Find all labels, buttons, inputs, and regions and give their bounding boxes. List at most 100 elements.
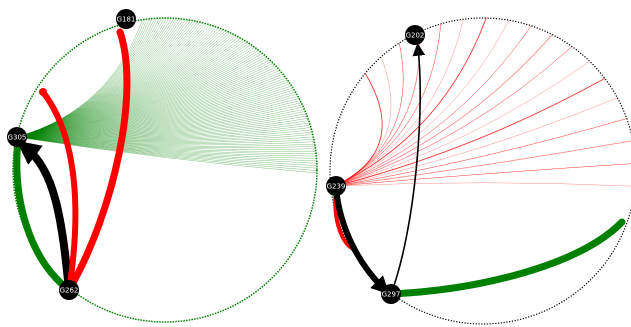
fan-edge — [16, 136, 316, 148]
fan-edge — [16, 73, 284, 138]
fan-edge — [16, 51, 261, 138]
fan-edge — [16, 91, 296, 138]
fan-edge — [16, 136, 317, 164]
fan-edge — [335, 17, 487, 187]
right-circle-graph: G202 G239 G297 — [326, 17, 631, 325]
fan-edge — [16, 75, 285, 138]
fan-edge — [16, 127, 311, 140]
fan-edge — [16, 136, 317, 166]
edge-g239-to-g297-black — [333, 187, 390, 295]
fan-edge — [16, 54, 265, 138]
fan-edge — [16, 85, 292, 138]
node-g239[interactable]: G239 — [326, 176, 346, 196]
fan-edge — [16, 48, 257, 138]
fan-edge — [16, 81, 289, 138]
left-circle-rim — [12, 17, 318, 323]
fan-edge — [16, 83, 291, 138]
fan-edge — [16, 136, 316, 150]
left-circle-graph: G181 G305 G262 — [7, 9, 318, 323]
fan-edge — [16, 136, 317, 157]
fan-edge — [335, 20, 510, 187]
fan-edge — [16, 136, 314, 144]
edge-g262-to-g181-red — [65, 28, 131, 294]
left-fan-edges — [16, 17, 318, 174]
fan-edge — [16, 134, 313, 142]
fan-edge — [16, 111, 306, 138]
node-g305[interactable]: G305 — [7, 127, 27, 147]
fan-edge — [16, 136, 316, 152]
right-fan-edges — [335, 17, 631, 187]
fan-edge — [16, 136, 317, 154]
fan-edge — [16, 125, 311, 140]
node-label: G239 — [327, 183, 346, 191]
fan-edge — [16, 77, 287, 138]
edge-g262-to-red-end — [40, 89, 79, 293]
fan-edge — [16, 53, 263, 138]
fan-edge — [16, 93, 297, 138]
fan-edge — [335, 140, 631, 187]
fan-edge — [16, 100, 301, 138]
fan-edge — [16, 136, 318, 174]
fan-edge — [16, 106, 304, 138]
fan-edge — [16, 96, 298, 138]
fan-edge — [335, 97, 618, 187]
fan-edge — [335, 25, 532, 187]
fan-edge — [335, 60, 590, 187]
fan-edge — [16, 50, 259, 138]
node-g262[interactable]: G262 — [59, 280, 79, 300]
fan-edge — [16, 45, 254, 138]
fan-edge — [335, 182, 631, 187]
fan-edge — [16, 18, 177, 138]
fan-edge — [16, 22, 203, 138]
fan-edge — [16, 115, 308, 138]
fan-edge — [335, 31, 421, 187]
fan-edge — [335, 23, 442, 187]
edge-g297-to-green-end — [387, 218, 626, 298]
node-g202[interactable]: G202 — [405, 25, 425, 45]
node-label: G262 — [60, 287, 79, 295]
fan-edge — [16, 113, 307, 138]
fan-edge — [16, 56, 267, 138]
fan-edge — [16, 64, 275, 138]
fan-edge — [16, 122, 310, 139]
fan-edge — [335, 42, 404, 187]
fan-edge — [16, 136, 314, 143]
fan-edge — [16, 87, 293, 138]
node-g181[interactable]: G181 — [116, 9, 136, 29]
fan-edge — [16, 109, 305, 138]
fan-edge — [16, 136, 318, 169]
fan-edge — [16, 72, 282, 138]
edge-g262-to-g305-black — [16, 140, 73, 291]
fan-edge — [16, 47, 255, 138]
fan-edge — [335, 118, 627, 187]
node-label: G305 — [8, 134, 27, 142]
fan-edge — [16, 89, 295, 138]
fan-edge — [16, 120, 309, 139]
node-label: G202 — [406, 32, 425, 40]
fan-edge — [16, 136, 317, 159]
fan-edge — [16, 98, 300, 138]
fan-edge — [16, 118, 308, 139]
red-edge-end-dot — [39, 88, 47, 96]
fan-edge — [335, 78, 606, 187]
fan-edge — [16, 66, 277, 138]
edge-g297-to-g202-black — [390, 42, 426, 295]
fan-edge — [16, 136, 318, 171]
node-g297[interactable]: G297 — [381, 284, 401, 304]
fan-edge — [16, 104, 303, 138]
node-label: G181 — [117, 16, 136, 24]
fan-edge — [16, 68, 279, 138]
fan-edge — [16, 102, 302, 138]
fan-edge — [16, 61, 272, 138]
fan-edge — [335, 19, 464, 187]
fan-edge — [16, 136, 317, 162]
fan-edge — [16, 63, 274, 138]
right-circle-rim — [329, 17, 631, 325]
fan-edge — [16, 129, 312, 141]
fan-edge — [335, 34, 553, 187]
fan-edge — [16, 132, 313, 142]
fan-edge — [335, 46, 573, 187]
fan-edge — [16, 58, 269, 138]
fan-edge — [16, 59, 270, 138]
